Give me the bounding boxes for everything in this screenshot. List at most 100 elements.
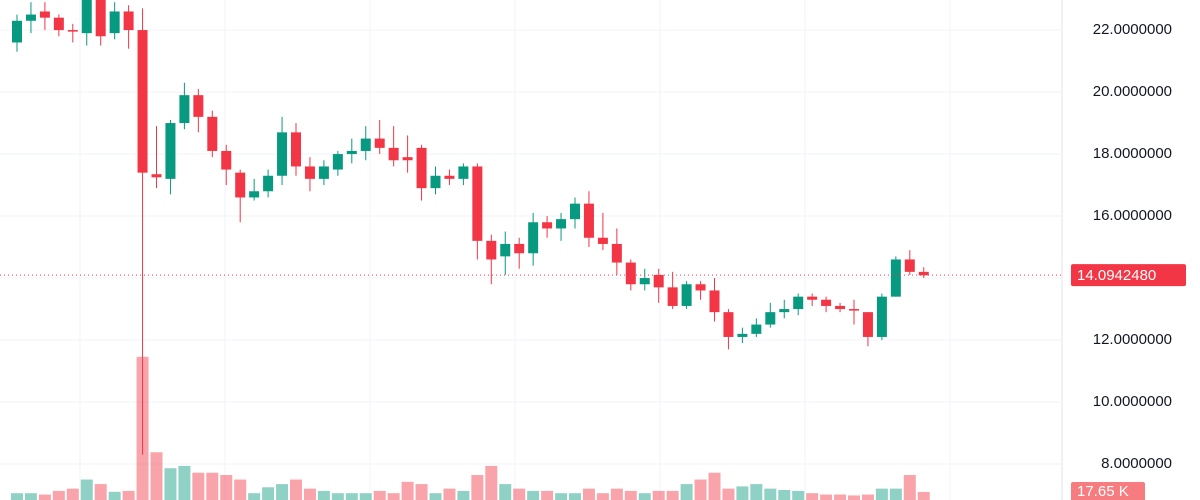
candle-body <box>123 11 134 31</box>
volume-bar <box>569 493 581 500</box>
volume-bar <box>234 479 247 500</box>
volume-bar <box>652 490 665 500</box>
y-tick-label: 12.0000000 <box>1093 331 1172 348</box>
candle-body <box>318 166 329 179</box>
volume-bar <box>80 479 93 500</box>
candle-body <box>12 20 22 43</box>
volume-bar <box>722 488 735 500</box>
candle-body <box>667 287 678 306</box>
candle-body <box>765 312 776 325</box>
candle-body <box>388 147 399 161</box>
candle-body <box>918 271 929 276</box>
volume-bar <box>527 490 540 500</box>
candle-body <box>597 237 608 244</box>
candle-body <box>360 138 371 151</box>
volume-bar <box>875 488 888 500</box>
candle-body <box>291 132 301 167</box>
candle-body <box>235 172 246 198</box>
volume-bar <box>820 494 833 500</box>
y-tick-label: 18.0000000 <box>1093 145 1172 162</box>
candle-body <box>346 150 357 155</box>
candle-body <box>876 296 887 337</box>
v-grid <box>79 0 951 500</box>
candle-body <box>890 259 901 297</box>
candle-body <box>472 166 483 241</box>
volume-bar <box>359 493 372 500</box>
volume-bar <box>150 452 163 500</box>
volume-bar <box>666 490 679 500</box>
current-price-box <box>1071 264 1186 287</box>
candle-body <box>779 309 790 313</box>
y-tick-label: 16.0000000 <box>1093 207 1172 224</box>
candle-body <box>904 259 915 272</box>
candle-body <box>193 95 204 117</box>
volume-bar <box>401 481 414 500</box>
volume-bar <box>541 490 554 500</box>
y-tick-label: 8.0000000 <box>1101 455 1172 472</box>
candle-body <box>723 312 734 337</box>
volume-bar <box>513 488 526 500</box>
candle-body <box>556 219 567 229</box>
candle-body <box>39 11 50 18</box>
candle-body <box>402 157 413 161</box>
volume-bar <box>457 490 470 500</box>
candle-body <box>95 0 106 37</box>
candle-body <box>807 296 818 300</box>
volume-bar <box>373 490 386 500</box>
candle-body <box>137 30 148 173</box>
volume-bar <box>806 493 819 500</box>
candle-body <box>374 138 385 148</box>
candle-body <box>53 17 64 31</box>
candle-body <box>486 240 497 260</box>
candle-body <box>500 243 511 257</box>
candle-body <box>277 132 288 176</box>
volume-bar <box>708 472 721 500</box>
volume-bar <box>555 493 568 500</box>
volume-bar <box>387 493 400 500</box>
candle-body <box>821 299 832 306</box>
volume-bar <box>192 472 205 500</box>
candle-body <box>793 296 804 310</box>
volume-bar <box>889 488 902 500</box>
volume-bar <box>345 493 358 500</box>
candle-body <box>109 11 120 34</box>
candle-body <box>444 175 455 179</box>
volume-bar <box>582 488 595 500</box>
volume-bar <box>164 468 177 500</box>
volume-bar <box>66 488 79 500</box>
volume-bar <box>415 484 428 500</box>
y-tick-label: 20.0000000 <box>1093 83 1172 100</box>
volume-bar <box>38 494 51 500</box>
candle-body <box>67 30 78 32</box>
candle-body <box>625 262 636 285</box>
candle-body <box>81 0 92 34</box>
volume-bar <box>861 494 874 500</box>
volume-bar <box>276 484 289 500</box>
volume-bar <box>429 493 442 500</box>
candle-body <box>332 154 343 170</box>
candle-body <box>514 243 525 254</box>
volume-bar <box>290 479 302 500</box>
candle-body <box>835 305 846 310</box>
candle-body <box>165 123 176 179</box>
volume-bar <box>303 488 316 500</box>
candle-body <box>25 14 36 21</box>
candle-body <box>709 290 720 313</box>
volume-bar <box>596 493 609 500</box>
candle-body <box>416 147 427 189</box>
volume-bar <box>443 488 456 500</box>
volume-bar <box>792 490 805 500</box>
candle-body <box>681 284 692 306</box>
volume-bar <box>178 465 191 500</box>
volume-label-box <box>1071 482 1145 500</box>
y-tick-label: 22.0000000 <box>1093 21 1172 38</box>
volume-bar <box>206 472 219 500</box>
volume-bar <box>638 493 651 500</box>
volume-bar <box>917 491 930 500</box>
volume-bar <box>750 484 763 500</box>
candle-body <box>611 243 622 263</box>
volume-bar <box>52 490 65 500</box>
candle-body <box>695 284 706 291</box>
volume-bar <box>122 490 135 500</box>
